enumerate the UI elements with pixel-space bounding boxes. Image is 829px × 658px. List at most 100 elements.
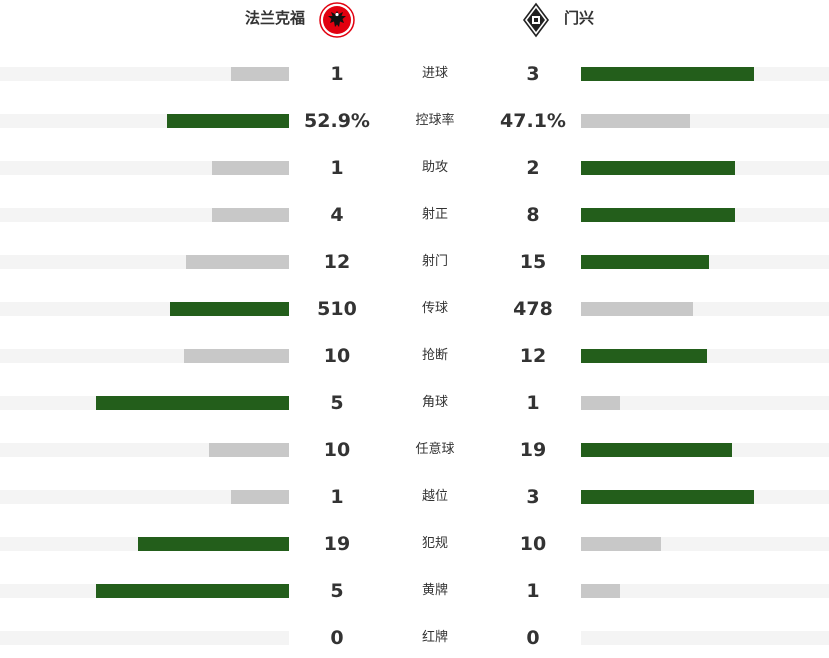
away-stat-value: 478 <box>513 298 553 320</box>
away-stat-bar <box>581 537 661 551</box>
home-stat-bar <box>212 208 289 222</box>
match-header: 法兰克福 门兴 <box>0 0 829 40</box>
home-stat-bar <box>170 302 289 316</box>
away-stat-value: 19 <box>519 439 547 461</box>
away-bar-track <box>581 584 829 598</box>
home-stat-value: 52.9% <box>304 110 370 132</box>
home-team-name: 法兰克福 <box>244 9 305 27</box>
away-stat-bar <box>581 443 732 457</box>
home-stat-bar <box>212 161 289 175</box>
home-bar-track <box>0 584 289 598</box>
stat-row: 1 越位 3 <box>0 470 829 517</box>
stat-row: 10 任意球 19 <box>0 423 829 470</box>
home-stat-value: 510 <box>317 298 357 320</box>
stat-row: 12 射门 15 <box>0 235 829 282</box>
stat-row: 10 抢断 12 <box>0 329 829 376</box>
away-bar-track <box>581 114 829 128</box>
away-stat-bar <box>581 67 754 81</box>
away-bar-track <box>581 67 829 81</box>
home-bar-track <box>0 396 289 410</box>
home-bar-track <box>0 537 289 551</box>
stat-label: 射正 <box>421 207 448 222</box>
home-bar-track <box>0 443 289 457</box>
stat-label: 传球 <box>421 301 448 316</box>
away-stat-value: 3 <box>526 63 540 85</box>
away-bar-track <box>581 255 829 269</box>
stat-label: 助攻 <box>421 160 448 175</box>
away-stat-value: 0 <box>526 627 540 649</box>
home-stat-value: 19 <box>323 533 351 555</box>
home-stat-value: 1 <box>330 63 344 85</box>
stat-row: 1 助攻 2 <box>0 141 829 188</box>
away-bar-track <box>581 443 829 457</box>
away-stat-bar <box>581 208 735 222</box>
home-stat-bar <box>96 584 289 598</box>
stat-label: 红牌 <box>421 630 448 645</box>
away-stat-bar <box>581 161 735 175</box>
home-stat-value: 4 <box>330 204 344 226</box>
stat-label: 抢断 <box>421 348 448 363</box>
away-stat-value: 8 <box>526 204 540 226</box>
home-bar-track <box>0 114 289 128</box>
away-stat-bar <box>581 396 620 410</box>
stat-row: 19 犯规 10 <box>0 517 829 564</box>
stat-label: 犯规 <box>421 536 448 551</box>
home-stat-value: 1 <box>330 486 344 508</box>
home-stat-value: 1 <box>330 157 344 179</box>
away-bar-track <box>581 396 829 410</box>
home-stat-bar <box>209 443 289 457</box>
away-stat-bar <box>581 302 693 316</box>
home-stat-bar <box>96 396 289 410</box>
away-bar-track <box>581 208 829 222</box>
away-bar-track <box>581 537 829 551</box>
home-stat-bar <box>186 255 289 269</box>
home-bar-track <box>0 208 289 222</box>
stat-row: 0 红牌 0 <box>0 611 829 658</box>
home-stat-value: 5 <box>330 580 344 602</box>
away-bar-track <box>581 490 829 504</box>
away-stat-value: 15 <box>519 251 547 273</box>
away-stat-value: 1 <box>526 580 540 602</box>
away-stat-value: 47.1% <box>500 110 566 132</box>
home-stat-value: 0 <box>330 627 344 649</box>
away-bar-track <box>581 161 829 175</box>
stat-row: 5 角球 1 <box>0 376 829 423</box>
eintracht-frankfurt-eagle-logo-icon <box>319 2 355 38</box>
away-stat-value: 10 <box>519 533 547 555</box>
stat-label: 进球 <box>421 66 448 81</box>
stat-label: 黄牌 <box>421 583 448 598</box>
away-stat-bar <box>581 490 754 504</box>
away-bar-track <box>581 631 829 645</box>
stat-label: 射门 <box>421 254 448 269</box>
home-bar-track <box>0 302 289 316</box>
stat-row: 510 传球 478 <box>0 282 829 329</box>
away-stat-bar <box>581 255 709 269</box>
home-bar-track <box>0 490 289 504</box>
stat-row: 4 射正 8 <box>0 188 829 235</box>
home-stat-value: 5 <box>330 392 344 414</box>
home-bar-track <box>0 255 289 269</box>
stat-row: 52.9% 控球率 47.1% <box>0 94 829 141</box>
stat-row: 1 进球 3 <box>0 47 829 94</box>
home-bar-track <box>0 161 289 175</box>
home-stat-bar <box>184 349 289 363</box>
away-stat-value: 3 <box>526 486 540 508</box>
away-bar-track <box>581 349 829 363</box>
stat-label: 越位 <box>421 489 448 504</box>
home-stat-value: 12 <box>323 251 351 273</box>
away-stat-value: 2 <box>526 157 540 179</box>
home-bar-track <box>0 631 289 645</box>
home-stat-value: 10 <box>323 345 351 367</box>
home-bar-track <box>0 67 289 81</box>
home-stat-value: 10 <box>323 439 351 461</box>
away-stat-bar <box>581 349 707 363</box>
away-stat-bar <box>581 114 690 128</box>
home-stat-bar <box>231 67 289 81</box>
home-stat-bar <box>231 490 289 504</box>
stat-label: 角球 <box>421 395 448 410</box>
stat-label: 任意球 <box>415 442 455 457</box>
away-stat-bar <box>581 584 620 598</box>
away-stat-value: 12 <box>519 345 547 367</box>
home-stat-bar <box>167 114 289 128</box>
home-stat-bar <box>138 537 289 551</box>
